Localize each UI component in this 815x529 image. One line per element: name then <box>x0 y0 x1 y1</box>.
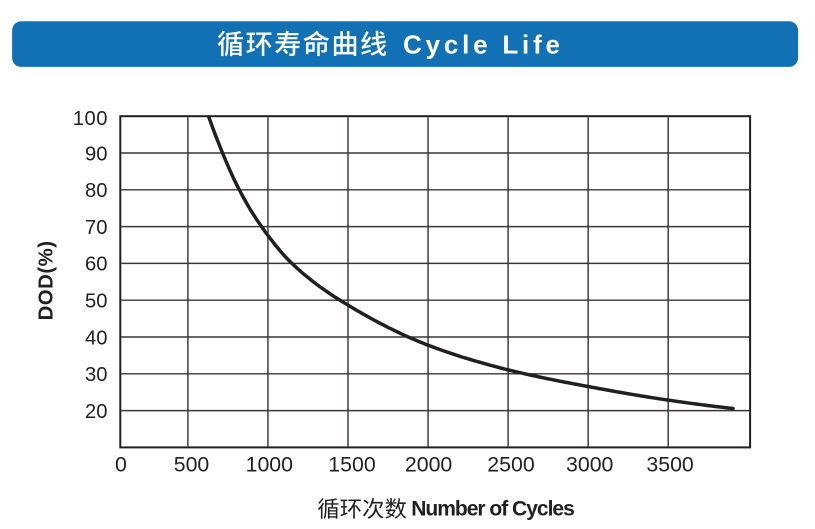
svg-text:0: 0 <box>115 453 127 477</box>
svg-text:70: 70 <box>85 217 107 239</box>
svg-text:90: 90 <box>85 143 107 165</box>
svg-text:Number of Cycles: Number of Cycles <box>411 498 575 521</box>
svg-text:50: 50 <box>85 291 107 313</box>
svg-text:2000: 2000 <box>405 453 453 477</box>
svg-text:80: 80 <box>85 180 107 202</box>
svg-text:2500: 2500 <box>487 453 535 477</box>
svg-text:DOD(%): DOD(%) <box>35 241 57 320</box>
svg-text:30: 30 <box>85 364 107 386</box>
svg-text:Cycle Life: Cycle Life <box>403 30 560 60</box>
svg-text:3500: 3500 <box>646 453 694 477</box>
svg-text:60: 60 <box>85 254 107 276</box>
svg-text:3000: 3000 <box>566 453 614 477</box>
svg-text:40: 40 <box>85 327 107 349</box>
svg-text:500: 500 <box>174 453 210 477</box>
svg-text:100: 100 <box>73 108 108 130</box>
svg-text:20: 20 <box>85 401 107 423</box>
svg-text:1500: 1500 <box>328 453 376 477</box>
svg-text:1000: 1000 <box>246 453 294 477</box>
